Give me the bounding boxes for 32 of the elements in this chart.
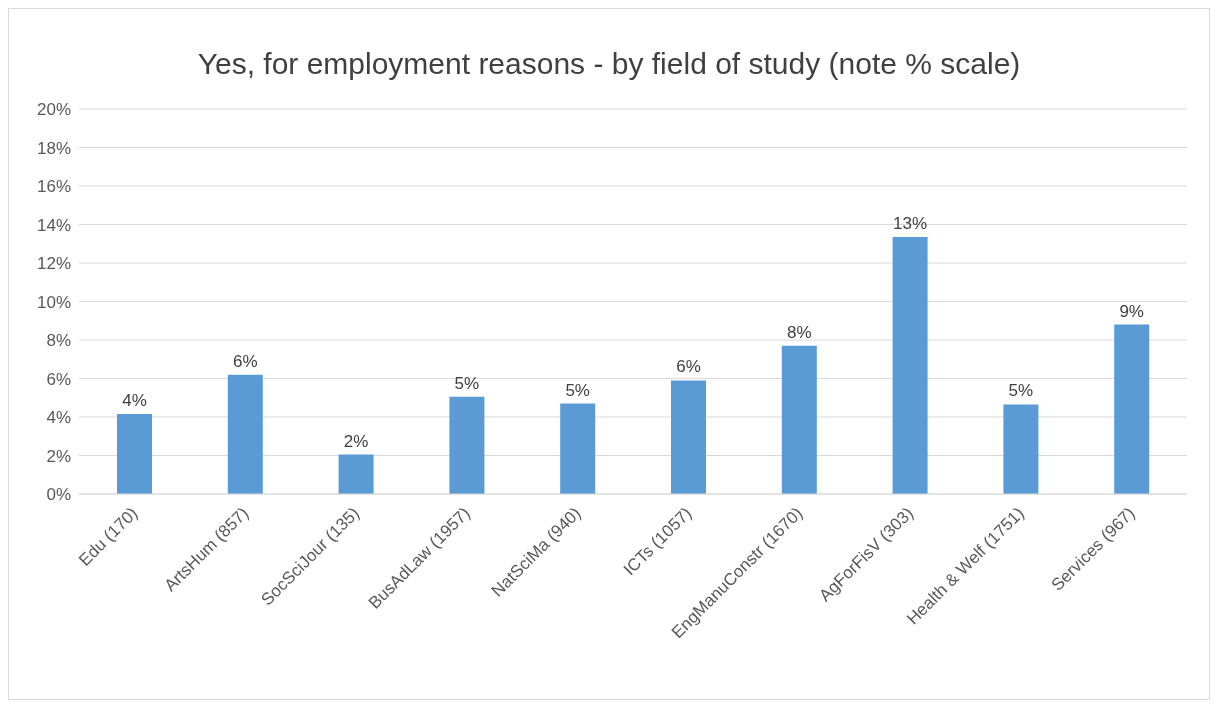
y-tick-label: 6%: [46, 369, 71, 389]
y-tick-label: 14%: [36, 215, 71, 235]
data-label: 6%: [676, 357, 701, 377]
data-label: 6%: [233, 351, 258, 371]
bar: [227, 374, 263, 494]
bar: [1003, 404, 1039, 494]
y-tick-label: 18%: [36, 138, 71, 158]
chart-title: Yes, for employment reasons - by field of study (note % scale): [196, 47, 1022, 81]
bar: [338, 454, 374, 494]
data-label: 2%: [343, 431, 369, 451]
data-label: 4%: [122, 391, 147, 411]
y-tick-label: 10%: [36, 292, 71, 312]
bar: [560, 403, 596, 494]
data-label: 8%: [787, 322, 812, 342]
y-tick-label: 0%: [46, 485, 71, 505]
data-label: 13%: [893, 214, 928, 234]
bar: [671, 380, 706, 494]
bar: [1114, 324, 1150, 494]
y-tick-label: 12%: [36, 254, 71, 274]
data-label: 5%: [565, 380, 590, 400]
bar: [117, 414, 152, 494]
y-tick-label: 4%: [46, 408, 71, 428]
data-label: 5%: [1008, 381, 1034, 401]
y-tick-label: 2%: [46, 446, 71, 466]
bar: [892, 237, 928, 494]
data-label: 9%: [1119, 301, 1144, 321]
bar: [449, 396, 485, 494]
y-tick-label: 16%: [36, 177, 71, 197]
data-label: 5%: [454, 373, 480, 393]
bar: [781, 345, 817, 494]
y-tick-label: 20%: [36, 100, 71, 120]
y-tick-label: 8%: [46, 331, 71, 351]
